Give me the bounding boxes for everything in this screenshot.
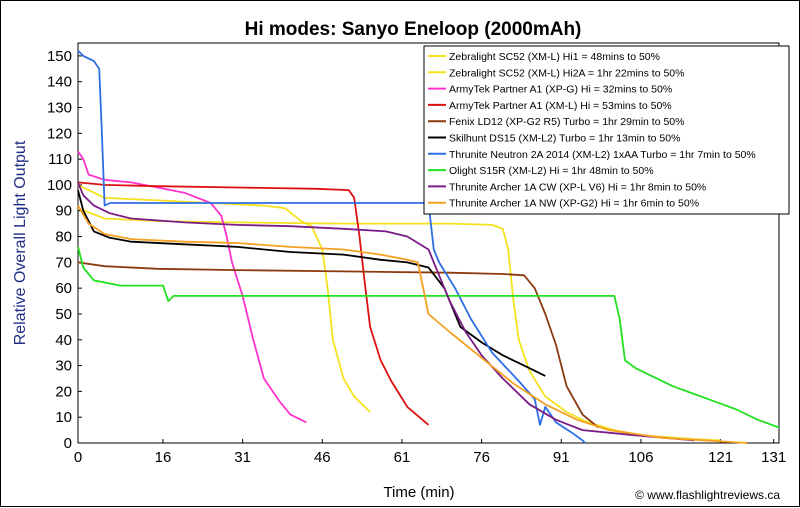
x-tick-label: 31 xyxy=(234,449,251,466)
y-tick-label: 60 xyxy=(55,280,72,297)
y-tick-label: 0 xyxy=(64,435,72,452)
y-tick-label: 50 xyxy=(55,306,72,323)
x-tick-label: 61 xyxy=(394,449,411,466)
series-line-3 xyxy=(77,150,307,424)
legend-label: Olight S15R (XM-L2) Hi = 1hr 48min to 50… xyxy=(449,165,654,177)
y-tick-label: 130 xyxy=(47,100,72,117)
y-tick-label: 100 xyxy=(47,177,72,194)
x-tick-label: 106 xyxy=(628,449,653,466)
series-line-10 xyxy=(77,205,748,444)
y-tick-label: 90 xyxy=(55,203,72,220)
x-tick-label: 131 xyxy=(761,449,786,466)
legend-label: ArmyTek Partner A1 (XM-L) Hi = 53mins to… xyxy=(449,100,672,112)
x-tick-label: 76 xyxy=(473,449,490,466)
credit-text: © www.flashlightreviews.ca xyxy=(635,488,780,502)
legend-label: Zebralight SC52 (XM-L) Hi1 = 48mins to 5… xyxy=(449,51,660,63)
legend-label: ArmyTek Partner A1 (XP-G) Hi = 32mins to… xyxy=(449,84,672,96)
y-tick-label: 120 xyxy=(47,125,72,142)
x-tick-label: 16 xyxy=(155,449,172,466)
x-axis-title: Time (min) xyxy=(383,484,454,501)
legend-label: Thrunite Archer 1A CW (XP-L V6) Hi = 1hr… xyxy=(449,181,706,193)
y-tick-label: 140 xyxy=(47,74,72,91)
series-line-8 xyxy=(77,246,780,429)
x-tick-label: 91 xyxy=(553,449,570,466)
legend-label: Fenix LD12 (XP-G2 R5) Turbo = 1hr 29min … xyxy=(449,116,685,128)
series-line-6 xyxy=(77,189,546,377)
series-line-5 xyxy=(77,261,599,429)
y-tick-label: 10 xyxy=(55,409,72,426)
y-tick-label: 40 xyxy=(55,332,72,349)
x-tick-label: 46 xyxy=(314,449,331,466)
chart-title: Hi modes: Sanyo Eneloop (2000mAh) xyxy=(245,19,582,40)
legend-label: Thrunite Archer 1A NW (XP-G2) Hi = 1hr 6… xyxy=(449,198,699,210)
legend-label: Thrunite Neutron 2A 2014 (XM-L2) 1xAA Tu… xyxy=(449,149,756,161)
x-tick-label: 0 xyxy=(74,449,82,466)
legend-label: Skilhunt DS15 (XM-L2) Turbo = 1hr 13min … xyxy=(449,133,680,145)
legend-box xyxy=(423,45,790,215)
legend-label: Zebralight SC52 (XM-L) Hi2A = 1hr 22mins… xyxy=(449,67,684,79)
y-tick-label: 150 xyxy=(47,48,72,65)
series-line-9 xyxy=(77,182,695,442)
series-line-4 xyxy=(77,181,430,426)
y-tick-label: 110 xyxy=(48,151,72,168)
y-axis-title: Relative Overall Light Output xyxy=(12,140,29,345)
series-line-7 xyxy=(77,50,586,444)
y-tick-label: 70 xyxy=(55,254,72,271)
y-tick-label: 80 xyxy=(55,229,72,246)
x-tick-label: 121 xyxy=(708,449,733,466)
y-tick-label: 30 xyxy=(55,358,72,375)
y-tick-label: 20 xyxy=(55,383,72,400)
